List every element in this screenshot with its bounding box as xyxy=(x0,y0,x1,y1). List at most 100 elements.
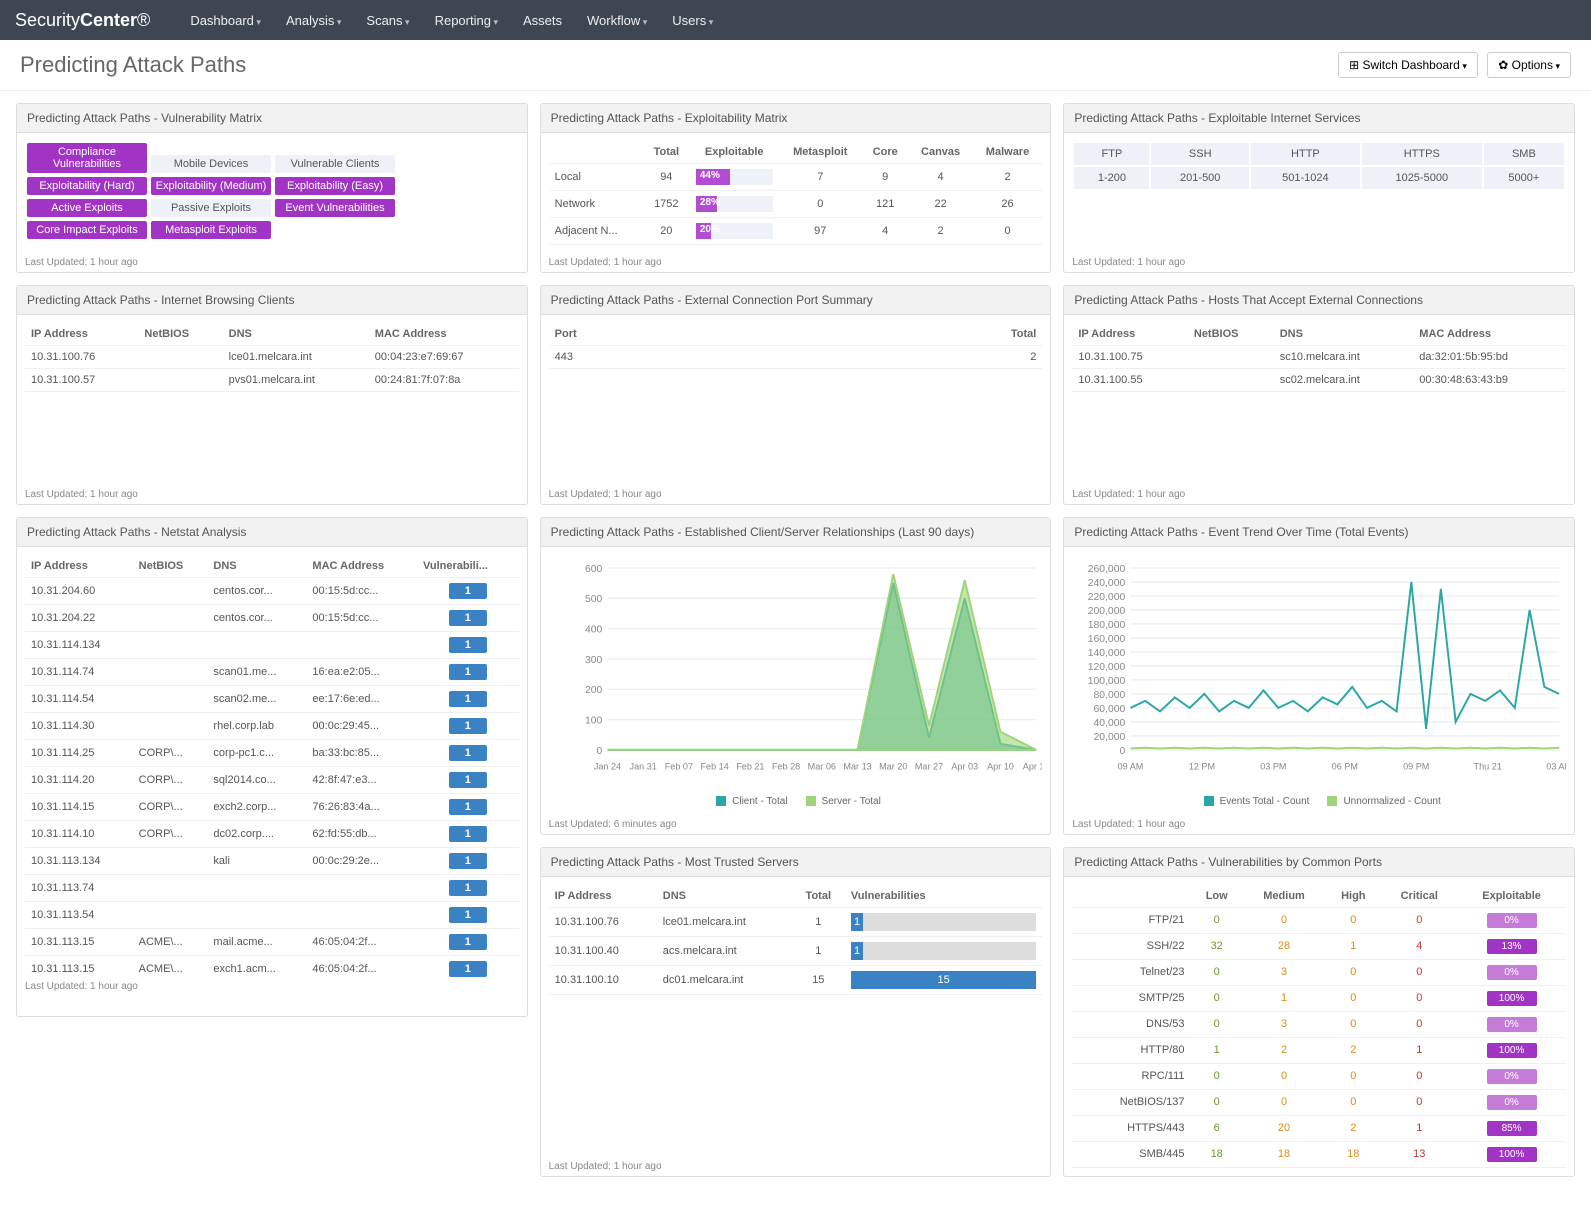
options-button[interactable]: ✿ Options xyxy=(1487,52,1571,78)
table-row[interactable]: RPC/11100000% xyxy=(1072,1063,1566,1089)
svg-text:Mar 20: Mar 20 xyxy=(879,761,907,771)
table-row[interactable]: 10.31.113.741 xyxy=(25,875,519,902)
pill[interactable]: Mobile Devices xyxy=(151,155,271,173)
svg-text:Mar 06: Mar 06 xyxy=(807,761,835,771)
svg-text:Thu 21: Thu 21 xyxy=(1474,761,1502,771)
panel-client-server-chart: Predicting Attack Paths - Established Cl… xyxy=(540,517,1052,835)
table-row[interactable]: 4432 xyxy=(549,346,1043,369)
svg-text:300: 300 xyxy=(585,655,603,666)
table-row[interactable]: 10.31.113.15ACME\...exch1.acm...46:05:04… xyxy=(25,956,519,978)
svg-text:Jan 31: Jan 31 xyxy=(629,761,656,771)
pill[interactable]: Passive Exploits xyxy=(151,199,271,217)
svg-text:Feb 21: Feb 21 xyxy=(736,761,764,771)
table-row[interactable]: 10.31.204.60centos.cor...00:15:5d:cc...1 xyxy=(25,578,519,605)
table-row[interactable]: 10.31.100.57pvs01.melcara.int00:24:81:7f… xyxy=(25,369,519,392)
pill[interactable]: Exploitability (Medium) xyxy=(151,177,271,195)
pill[interactable]: Vulnerable Clients xyxy=(275,155,395,173)
table-row[interactable]: Local9444%7942 xyxy=(549,164,1043,191)
pill[interactable]: Metasploit Exploits xyxy=(151,221,271,239)
pill[interactable]: Event Vulnerabilities xyxy=(275,199,395,217)
table-row[interactable]: SMB/44518181813100% xyxy=(1072,1141,1566,1167)
svg-text:500: 500 xyxy=(585,594,603,605)
svg-text:06 PM: 06 PM xyxy=(1332,761,1358,771)
svg-text:600: 600 xyxy=(585,564,603,575)
table-row[interactable]: 10.31.114.20CORP\...sql2014.co...42:8f:4… xyxy=(25,767,519,794)
panel-exploitability-matrix: Predicting Attack Paths - Exploitability… xyxy=(540,103,1052,273)
table-row[interactable]: 10.31.100.10dc01.melcara.int1515 xyxy=(549,965,1043,994)
table-row[interactable]: 10.31.114.1341 xyxy=(25,632,519,659)
panel-netstat: Predicting Attack Paths - Netstat Analys… xyxy=(16,517,528,1017)
switch-dashboard-button[interactable]: ⊞ Switch Dashboard xyxy=(1338,52,1478,78)
panel-common-ports: Predicting Attack Paths - Vulnerabilitie… xyxy=(1063,847,1575,1177)
table-row[interactable]: 10.31.114.25CORP\...corp-pc1.c...ba:33:b… xyxy=(25,740,519,767)
table-row[interactable]: Network175228%01212226 xyxy=(549,191,1043,218)
top-nav: SecurityCenter® DashboardAnalysisScansRe… xyxy=(0,0,1591,40)
panel-event-trend-chart: Predicting Attack Paths - Event Trend Ov… xyxy=(1063,517,1575,835)
svg-text:180,000: 180,000 xyxy=(1088,620,1126,631)
table-row[interactable]: HTTPS/4436202185% xyxy=(1072,1115,1566,1141)
table-row[interactable]: 10.31.113.15ACME\...mail.acme...46:05:04… xyxy=(25,929,519,956)
svg-text:0: 0 xyxy=(596,746,602,757)
pill[interactable]: Exploitability (Easy) xyxy=(275,177,395,195)
svg-text:260,000: 260,000 xyxy=(1088,564,1126,575)
svg-text:160,000: 160,000 xyxy=(1088,634,1126,645)
table-row[interactable]: FTP/2100000% xyxy=(1072,907,1566,933)
svg-text:Apr 17: Apr 17 xyxy=(1022,761,1042,771)
table-row[interactable]: 10.31.204.22centos.cor...00:15:5d:cc...1 xyxy=(25,605,519,632)
nav-workflow[interactable]: Workflow xyxy=(587,13,647,28)
svg-text:09 AM: 09 AM xyxy=(1118,761,1144,771)
table-row[interactable]: 10.31.114.15CORP\...exch2.corp...76:26:8… xyxy=(25,794,519,821)
table-row[interactable]: SSH/2232281413% xyxy=(1072,933,1566,959)
nav-users[interactable]: Users xyxy=(672,13,713,28)
page-title: Predicting Attack Paths xyxy=(20,52,246,78)
pill[interactable]: Core Impact Exploits xyxy=(27,221,147,239)
svg-text:140,000: 140,000 xyxy=(1088,648,1126,659)
svg-text:03 AM: 03 AM xyxy=(1547,761,1566,771)
table-row[interactable]: 10.31.100.75sc10.melcara.intda:32:01:5b:… xyxy=(1072,346,1566,369)
nav-reporting[interactable]: Reporting xyxy=(435,13,498,28)
panel-port-summary: Predicting Attack Paths - External Conne… xyxy=(540,285,1052,505)
svg-text:Apr 03: Apr 03 xyxy=(951,761,978,771)
svg-text:Mar 13: Mar 13 xyxy=(843,761,871,771)
table-row[interactable]: 10.31.114.30rhel.corp.lab00:0c:29:45...1 xyxy=(25,713,519,740)
nav-analysis[interactable]: Analysis xyxy=(286,13,341,28)
svg-text:Feb 28: Feb 28 xyxy=(772,761,800,771)
svg-text:40,000: 40,000 xyxy=(1094,718,1126,729)
nav-assets[interactable]: Assets xyxy=(523,13,562,28)
chart: 0100200300400500600Jan 24Jan 31Feb 07Feb… xyxy=(549,555,1043,789)
pill[interactable]: Active Exploits xyxy=(27,199,147,217)
nav-scans[interactable]: Scans xyxy=(366,13,409,28)
table-row[interactable]: DNS/5303000% xyxy=(1072,1011,1566,1037)
table-row[interactable]: 10.31.100.76lce01.melcara.int00:04:23:e7… xyxy=(25,346,519,369)
table-row[interactable]: 10.31.100.55sc02.melcara.int00:30:48:63:… xyxy=(1072,369,1566,392)
table-row[interactable]: SMTP/250100100% xyxy=(1072,985,1566,1011)
pill[interactable]: Exploitability (Hard) xyxy=(27,177,147,195)
svg-text:220,000: 220,000 xyxy=(1088,592,1126,603)
table-row[interactable]: HTTP/801221100% xyxy=(1072,1037,1566,1063)
panel-vuln-matrix: Predicting Attack Paths - Vulnerability … xyxy=(16,103,528,273)
svg-text:240,000: 240,000 xyxy=(1088,578,1126,589)
svg-text:80,000: 80,000 xyxy=(1094,690,1126,701)
table-row[interactable]: Telnet/2303000% xyxy=(1072,959,1566,985)
table-row[interactable]: Adjacent N...2020%97420 xyxy=(549,218,1043,245)
svg-text:Mar 27: Mar 27 xyxy=(915,761,943,771)
svg-text:60,000: 60,000 xyxy=(1094,704,1126,715)
svg-text:09 PM: 09 PM xyxy=(1403,761,1429,771)
table-row[interactable]: 10.31.113.541 xyxy=(25,902,519,929)
svg-text:12 PM: 12 PM xyxy=(1189,761,1215,771)
page-header: Predicting Attack Paths ⊞ Switch Dashboa… xyxy=(0,40,1591,91)
table-row[interactable]: NetBIOS/13700000% xyxy=(1072,1089,1566,1115)
nav-dashboard[interactable]: Dashboard xyxy=(190,13,261,28)
table-row[interactable]: 10.31.113.134kali00:0c:29:2e...1 xyxy=(25,848,519,875)
pill[interactable]: Compliance Vulnerabilities xyxy=(27,143,147,173)
dashboard-grid: Predicting Attack Paths - Vulnerability … xyxy=(0,91,1591,1189)
table-row[interactable]: 10.31.114.74scan01.me...16:ea:e2:05...1 xyxy=(25,659,519,686)
table-row[interactable]: 10.31.114.54scan02.me...ee:17:6e:ed...1 xyxy=(25,686,519,713)
svg-text:120,000: 120,000 xyxy=(1088,662,1126,673)
svg-text:200,000: 200,000 xyxy=(1088,606,1126,617)
svg-text:Feb 07: Feb 07 xyxy=(664,761,692,771)
table-row[interactable]: 10.31.114.10CORP\...dc02.corp....62:fd:5… xyxy=(25,821,519,848)
table-row[interactable]: 10.31.100.76lce01.melcara.int11 xyxy=(549,907,1043,936)
chart: 020,00040,00060,00080,000100,000120,0001… xyxy=(1072,555,1566,789)
table-row[interactable]: 10.31.100.40acs.melcara.int11 xyxy=(549,936,1043,965)
